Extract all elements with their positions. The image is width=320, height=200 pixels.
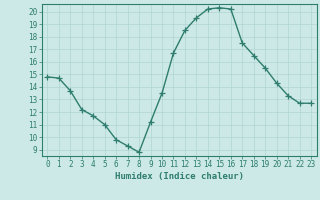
X-axis label: Humidex (Indice chaleur): Humidex (Indice chaleur): [115, 172, 244, 181]
